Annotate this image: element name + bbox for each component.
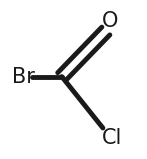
Text: Cl: Cl: [102, 128, 122, 148]
Text: Br: Br: [12, 67, 35, 86]
Text: O: O: [102, 11, 118, 31]
